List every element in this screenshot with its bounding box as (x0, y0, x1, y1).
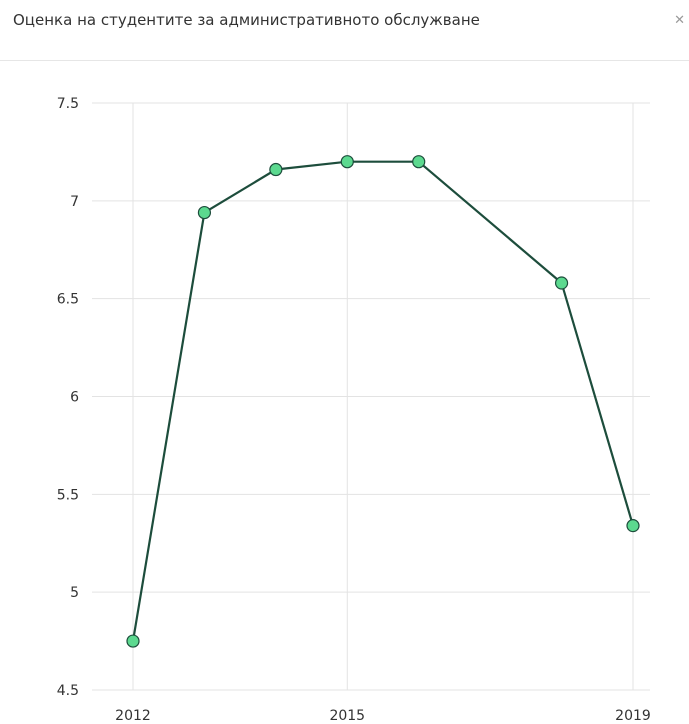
data-point (269, 162, 283, 177)
y-tick-label: 6 (70, 390, 79, 406)
y-tick-label: 7 (70, 194, 79, 210)
x-tick-label: 2015 (329, 708, 365, 724)
series-line (131, 160, 635, 642)
series (126, 155, 640, 648)
chart-title: Оценка на студентите за административнот… (13, 11, 480, 29)
data-point (554, 276, 569, 290)
y-tick-label: 6.5 (57, 292, 79, 308)
axis-ticks: 7.5 7 6.5 6 5.5 5 4.5 2012 2015 2019 (57, 96, 651, 724)
y-tick-label: 5.5 (57, 487, 79, 503)
data-point (626, 519, 640, 533)
grid (92, 102, 650, 691)
data-point (412, 155, 426, 169)
close-icon[interactable]: ✕ (674, 13, 685, 28)
y-tick-label: 4.5 (57, 683, 79, 699)
data-point (126, 634, 140, 648)
x-tick-label: 2012 (115, 708, 151, 724)
y-tick-label: 5 (70, 585, 79, 601)
y-tick-label: 7.5 (57, 96, 79, 112)
data-point (197, 205, 212, 220)
chart-header: Оценка на студентите за административнот… (0, 0, 689, 61)
x-tick-label: 2019 (615, 708, 651, 724)
data-point (340, 155, 354, 169)
